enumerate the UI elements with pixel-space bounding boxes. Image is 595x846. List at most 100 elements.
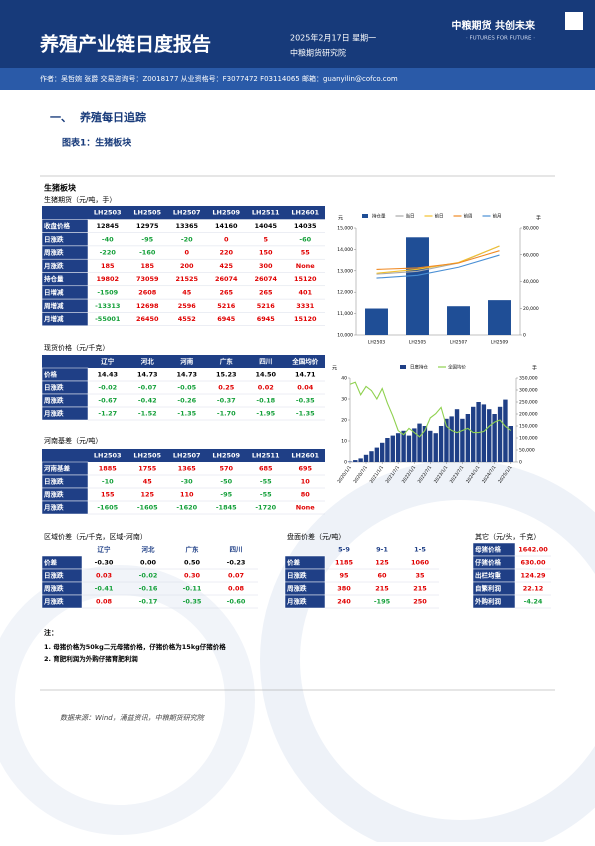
note: 1. 母猪价格为50kg二元母猪价格，仔猪价格为15kg仔猪价格 [44,642,226,651]
table-title: 其它（元/头，千克） [475,532,540,541]
cell: -95 [220,491,232,499]
bar [385,438,389,462]
cell: 14.50 [255,371,276,379]
bar [466,414,470,462]
cell: -1509 [97,288,118,296]
logo-mark [565,12,583,30]
row-label: 价差 [44,558,58,567]
row-label: 价格 [44,370,58,379]
row-label: 价差 [287,558,301,567]
column-header: 全国均价 [291,357,319,366]
cell: -1845 [216,504,237,512]
y-tick-label: 12,000 [337,290,353,296]
cell: -1620 [176,504,197,512]
cell: -60 [299,235,311,243]
bar [455,409,459,462]
y2-tick-label: 20,000 [523,306,539,312]
cell: -1.95 [256,410,275,418]
note: 2. 育肥利润为外购仔猪育肥利润 [44,654,138,663]
row-label: 出栏均重 [475,571,502,580]
bar [401,431,405,462]
y2-tick-label: 150,000 [519,424,538,430]
cell: 265 [259,288,273,296]
cell: 215 [413,585,427,593]
legend-label: 日度持仓 [410,364,428,371]
cell: 5216 [257,302,276,310]
column-header: LH2503 [94,209,122,217]
cell: -95 [141,235,153,243]
cell: 220 [219,249,233,257]
cell: -0.11 [183,585,202,593]
cell: 200 [180,262,194,270]
cell: -40 [102,235,114,243]
cell: 45 [143,478,153,486]
cell: -1.70 [217,410,236,418]
bar [498,407,502,462]
column-header: 辽宁 [98,545,112,554]
column-header: LH2511 [252,209,280,217]
cell: 570 [219,465,233,473]
row-label: 周涨跌 [44,584,64,593]
cell: -0.07 [138,384,157,392]
cell: 12975 [136,222,159,230]
row-label: 日涨跌 [287,571,307,580]
cell: 2596 [178,302,197,310]
cell: 0.07 [228,572,244,580]
cell: None [296,504,316,512]
row-label: 周涨跌 [44,396,64,405]
bar [482,404,486,462]
cell: 185 [140,262,154,270]
row-label: 周增减 [44,301,64,310]
section-title: 养殖每日追踪 [79,110,146,124]
cell: 0.08 [96,598,113,606]
cell: 125 [375,559,389,567]
y-tick-label: 10 [341,439,347,445]
legend-label: 持仓量 [372,213,386,220]
cell: 60 [377,572,387,580]
row-label: 周涨跌 [44,490,64,499]
y-axis-label: 元 [338,216,343,222]
cell: 73059 [136,275,159,283]
row-label: 月涨跌 [43,261,64,270]
y2-tick-label: 60,000 [523,252,539,258]
y2-tick-label: 0 [523,333,526,339]
column-header: 广东 [186,545,200,554]
column-header: LH2505 [133,452,161,460]
row-label: 仔猪价格 [475,558,502,567]
cell: 12698 [136,302,159,310]
cell: 15120 [294,275,317,283]
cell: 14160 [215,222,238,230]
row-label: 日涨跌 [44,477,64,486]
y2-tick-label: 350,000 [519,376,538,382]
cell: 250 [413,598,427,606]
cell: -0.05 [177,384,196,392]
cell: 6945 [257,315,276,323]
cell: 0 [224,235,229,243]
legend-label: 全国均价 [448,364,466,371]
cell: 6945 [217,315,236,323]
cell: 45 [182,288,192,296]
row-label: 收盘价格 [44,221,71,230]
cell: -30 [181,478,193,486]
cell: 14035 [294,222,317,230]
column-header: 四川 [230,546,243,554]
cell: 26074 [254,275,277,283]
line-series [350,382,511,437]
cell: -1720 [255,504,276,512]
row-label: 月增减 [43,314,64,323]
legend-swatch [400,365,406,369]
cell: 0.04 [297,384,314,392]
cell: 14.43 [97,371,118,379]
cell: -0.02 [98,384,117,392]
cell: 695 [298,465,312,473]
y-tick-label: 11,000 [337,311,353,317]
cell: 26074 [215,275,238,283]
cell: -220 [100,249,117,257]
cell: -4.24 [524,598,543,606]
cell: 0.30 [184,572,201,580]
legend-label: 前日 [435,213,444,220]
cell: -50 [220,478,232,486]
y-tick-label: 13,000 [337,268,353,274]
cell: 19802 [96,275,119,283]
logo-en: · FUTURES FOR FUTURE · [466,36,535,42]
